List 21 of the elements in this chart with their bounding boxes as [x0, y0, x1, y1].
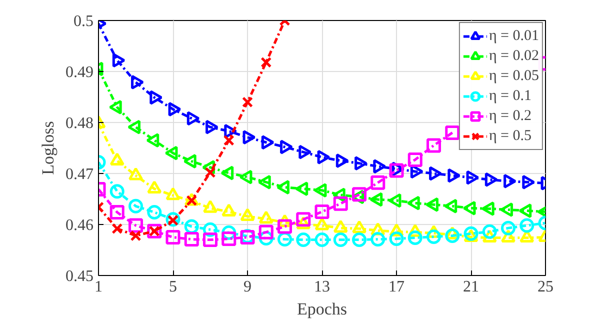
- y-tick-label: 0.48: [66, 115, 94, 132]
- legend-label: η = 0.01: [488, 28, 539, 44]
- legend-label: η = 0.05: [488, 68, 539, 84]
- x-tick-label: 17: [388, 278, 404, 296]
- x-tick-label: 13: [314, 278, 330, 296]
- x-tick-label: 1: [94, 278, 102, 296]
- y-tick-label: 0.49: [66, 64, 94, 81]
- legend-label: η = 0.1: [488, 88, 532, 104]
- x-tick-label: 5: [169, 278, 177, 296]
- x-axis-title: Epochs: [296, 300, 348, 318]
- legend-label: η = 0.02: [488, 48, 539, 64]
- y-tick-label: 0.47: [66, 166, 94, 183]
- x-tick-label: 25: [538, 278, 554, 296]
- x-tick-label: 21: [463, 278, 479, 296]
- y-tick-label: 0.5: [74, 13, 94, 30]
- y-axis-title: Logloss: [38, 121, 58, 175]
- legend-label: η = 0.5: [488, 128, 532, 144]
- y-tick-label: 0.46: [66, 217, 94, 234]
- legend-label: η = 0.2: [488, 108, 532, 124]
- x-tick-label: 9: [244, 278, 252, 296]
- y-tick-label: 0.45: [66, 268, 94, 285]
